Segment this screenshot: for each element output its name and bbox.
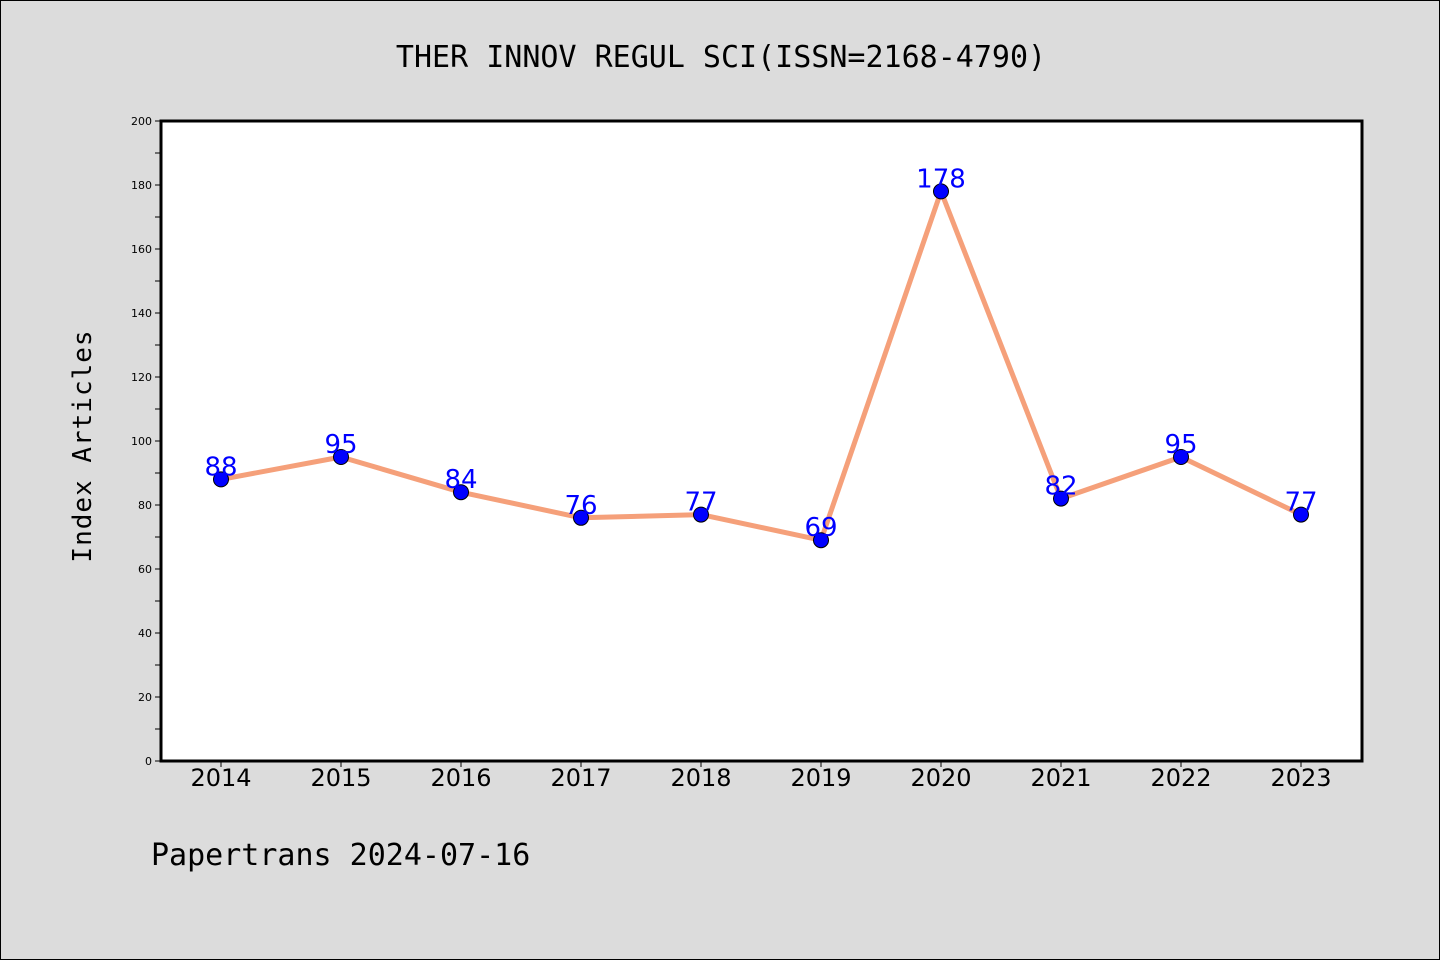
y-tick-label: 180 (131, 179, 152, 192)
y-tick-label: 200 (131, 115, 152, 128)
data-label-2018: 77 (684, 488, 717, 518)
y-axis: 0 20 40 60 80 100 120 140 160 180 200 (131, 115, 161, 768)
data-point-2017 (573, 509, 589, 526)
data-label-2017: 76 (564, 491, 597, 521)
x-tick-label: 2018 (670, 764, 731, 792)
x-tick-label: 2015 (310, 764, 371, 792)
y-tick-label: 60 (138, 563, 152, 576)
data-label-2019: 69 (804, 513, 837, 543)
data-point-2018 (693, 506, 709, 523)
data-labels: 88 95 84 76 77 69 178 82 95 77 (204, 164, 1317, 543)
data-label-2022: 95 (1164, 430, 1197, 460)
data-label-2021: 82 (1044, 472, 1077, 502)
x-tick-label: 2021 (1030, 764, 1091, 792)
x-tick-label: 2019 (790, 764, 851, 792)
data-label-2014: 88 (204, 452, 237, 482)
data-label-2016: 84 (444, 465, 477, 495)
x-tick-label: 2022 (1150, 764, 1211, 792)
plot-area (159, 119, 1364, 763)
y-tick-label: 20 (138, 691, 152, 704)
data-point-2014 (213, 471, 229, 488)
x-tick-label: 2020 (910, 764, 971, 792)
data-label-2023: 77 (1284, 488, 1317, 518)
y-tick-label: 80 (138, 499, 152, 512)
series-line-group (218, 188, 1304, 543)
x-tick-label: 2017 (550, 764, 611, 792)
x-tick-label: 2014 (190, 764, 251, 792)
data-point-2021 (1053, 490, 1069, 507)
y-axis-label: Index Articles (68, 329, 98, 562)
data-point-2016 (453, 484, 469, 501)
chart-title: THER INNOV REGUL SCI(ISSN=2168-4790) (396, 40, 1046, 75)
y-tick-label: 0 (145, 755, 152, 768)
x-tick-label: 2016 (430, 764, 491, 792)
data-markers (213, 183, 1309, 549)
x-axis: 2014 2015 2016 2017 2018 2019 2020 2021 2022 2023 (190, 761, 1332, 792)
data-point-2023 (1293, 506, 1309, 523)
footer-credit: Papertrans 2024-07-16 (151, 838, 530, 873)
y-tick-label: 120 (131, 371, 152, 384)
data-point-2022 (1173, 449, 1189, 465)
y-tick-label: 100 (131, 435, 152, 448)
y-tick-label: 40 (138, 627, 152, 640)
y-tick-label: 160 (131, 243, 152, 256)
data-point-2019 (813, 532, 829, 549)
data-label-2015: 95 (324, 430, 357, 460)
data-point-2015 (333, 449, 349, 465)
data-label-2020: 178 (916, 164, 966, 194)
x-tick-label: 2023 (1270, 764, 1331, 792)
series-line (218, 188, 1304, 543)
y-tick-label: 140 (131, 307, 152, 320)
data-point-2020 (933, 183, 949, 200)
